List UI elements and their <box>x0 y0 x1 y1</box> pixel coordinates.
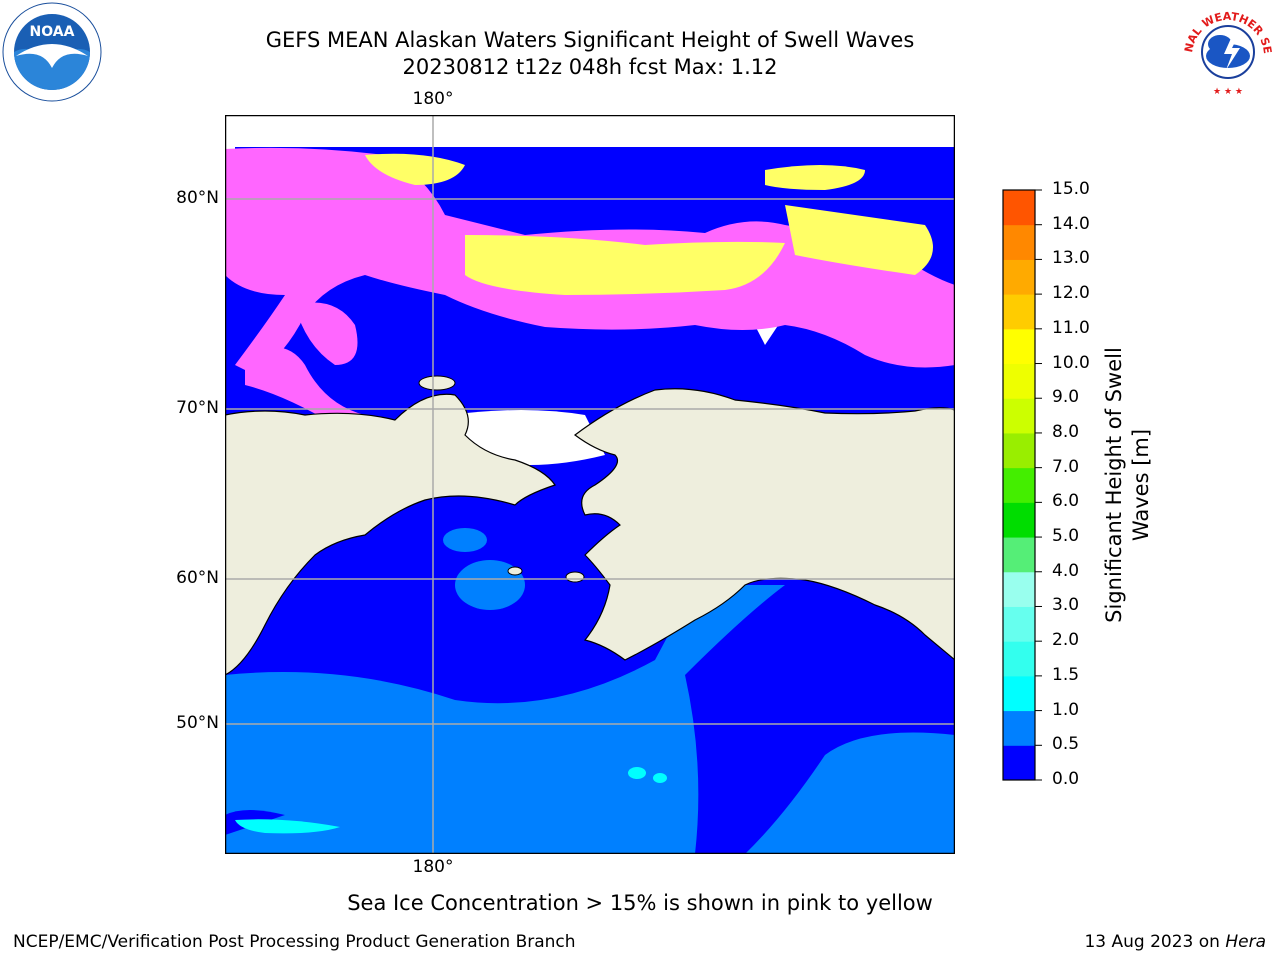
chart-title: GEFS MEAN Alaskan Waters Significant Hei… <box>265 28 915 52</box>
colorbar-tick-label: 0.0 <box>1052 769 1080 789</box>
colorbar-band <box>1003 467 1035 503</box>
colorbar-tick-label: 1.5 <box>1052 664 1080 685</box>
colorbar-tick-label: 8.0 <box>1052 421 1080 442</box>
colorbar-tick-label: 1.0 <box>1052 699 1080 720</box>
colorbar-tick-label: 3.0 <box>1052 595 1080 616</box>
colorbar-band <box>1003 710 1035 746</box>
colorbar-tick-label: 11.0 <box>1052 317 1090 338</box>
nws-logo: NATIONAL WEATHER SERVICE ★ ★ ★ <box>1178 0 1276 98</box>
colorbar-tick-label: 12.0 <box>1052 283 1090 304</box>
colorbar <box>1002 189 1042 781</box>
colorbar-band <box>1003 294 1035 330</box>
lat-label-80: 80°N <box>176 188 219 208</box>
footer-credit: NCEP/EMC/Verification Post Processing Pr… <box>13 932 576 952</box>
colorbar-label: Significant Height of Swell Waves [m] <box>1102 347 1153 623</box>
lon-label-bottom: 180° <box>412 857 454 877</box>
sea-ice-yellow <box>365 153 933 295</box>
colorbar-tick-label: 15.0 <box>1052 179 1090 199</box>
colorbar-tick-label: 2.0 <box>1052 630 1080 651</box>
footer-timestamp: 13 Aug 2023 on Hera <box>1084 932 1266 952</box>
colorbar-band <box>1003 675 1035 712</box>
chart-subtitle: 20230812 t12z 048h fcst Max: 1.12 <box>402 55 778 79</box>
footer-caption: Sea Ice Concentration > 15% is shown in … <box>347 891 933 915</box>
colorbar-band <box>1003 224 1035 260</box>
colorbar-tick-label: 6.0 <box>1052 491 1080 512</box>
colorbar-tick-label: 5.0 <box>1052 526 1080 547</box>
land-alaska <box>573 388 955 661</box>
map-frame <box>225 115 955 854</box>
colorbar-band <box>1003 190 1035 226</box>
colorbar-band <box>1003 398 1035 434</box>
graticule <box>225 115 955 854</box>
colorbar-tick-label: 14.0 <box>1052 213 1090 234</box>
colorbar-tick-label: 4.0 <box>1052 560 1080 581</box>
noaa-logo: NOAA <box>2 2 102 102</box>
lat-label-50: 50°N <box>176 713 219 733</box>
colorbar-band <box>1003 328 1035 365</box>
colorbar-band <box>1003 432 1035 469</box>
colorbar-band <box>1003 606 1035 642</box>
colorbar-band <box>1003 571 1035 607</box>
colorbar-tick-label: 9.0 <box>1052 387 1080 408</box>
colorbar-band <box>1003 537 1035 573</box>
colorbar-tick-label: 0.5 <box>1052 734 1080 755</box>
colorbar-band <box>1003 259 1035 295</box>
colorbar-band <box>1003 363 1035 399</box>
svg-text:★ ★ ★: ★ ★ ★ <box>1213 87 1243 97</box>
lon-label-top: 180° <box>412 89 454 109</box>
land-chukotka <box>225 393 556 676</box>
colorbar-tick-label: 7.0 <box>1052 456 1080 477</box>
colorbar-tick-label: 13.0 <box>1052 248 1090 269</box>
noaa-logo-text: NOAA <box>30 24 75 40</box>
ocean-patch-mid <box>443 528 525 610</box>
colorbar-band <box>1003 745 1035 781</box>
colorbar-band <box>1003 641 1035 677</box>
colorbar-tick-label: 10.0 <box>1052 352 1090 373</box>
swell-height-map <box>225 115 955 854</box>
lat-label-60: 60°N <box>176 568 219 588</box>
colorbar-band <box>1003 502 1035 538</box>
ocean-area-1.0-1.5 <box>235 767 667 834</box>
lat-label-70: 70°N <box>176 398 219 418</box>
